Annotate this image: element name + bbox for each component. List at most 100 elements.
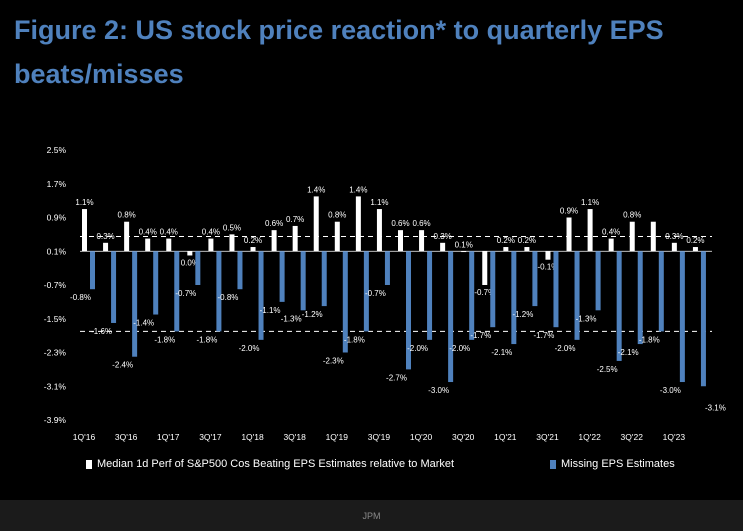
- source-label: JPM: [362, 510, 381, 521]
- beats-bar: [440, 242, 446, 252]
- misses-data-label: -2.1%: [618, 348, 639, 357]
- misses-bar: [258, 251, 264, 340]
- legend-swatch-misses: [550, 459, 556, 469]
- beats-bar: [229, 234, 235, 252]
- y-tick-label: -1.5%: [44, 314, 67, 324]
- misses-bar: [321, 251, 327, 307]
- x-tick-label: 3Q'21: [536, 432, 559, 442]
- misses-data-label: -1.3%: [576, 314, 597, 323]
- beats-data-label: 0.6%: [412, 219, 430, 228]
- beats-bar: [376, 209, 382, 252]
- x-tick-label: 1Q'18: [241, 432, 264, 442]
- beats-data-label: 1.4%: [307, 185, 325, 194]
- misses-data-label: -3.0%: [428, 386, 449, 395]
- beats-data-label: 0.4%: [202, 228, 220, 237]
- misses-bar: [279, 251, 285, 302]
- beats-bar: [629, 221, 635, 252]
- misses-bar: [153, 251, 159, 315]
- bar-chart: 2.5% 1.7% 0.9% 0.1% -0.7% -1.5% -2.3% -3.1% -3.9…: [44, 145, 726, 442]
- x-tick-label: 3Q'18: [283, 432, 306, 442]
- misses-data-label: -1.2%: [512, 310, 533, 319]
- legend-label-misses: Missing EPS Estimates: [561, 458, 675, 470]
- misses-data-label: -1.2%: [302, 310, 323, 319]
- beats-data-label: 0.3%: [96, 232, 114, 241]
- beats-bar: [166, 238, 172, 252]
- misses-bar: [363, 251, 369, 332]
- misses-bar: [90, 251, 95, 290]
- y-tick-label: 1.7%: [47, 179, 67, 189]
- beats-data-label: 0.2%: [497, 236, 515, 245]
- misses-data-label: -2.1%: [491, 348, 512, 357]
- misses-data-label: -0.8%: [218, 293, 239, 302]
- misses-bar: [111, 251, 117, 323]
- beats-data-label: 0.8%: [623, 211, 641, 220]
- x-tick-label: 1Q'21: [494, 432, 517, 442]
- misses-bar: [490, 251, 496, 328]
- beats-bar: [650, 221, 656, 252]
- misses-data-label: -2.0%: [555, 344, 576, 353]
- beats-bar: [419, 230, 425, 252]
- beats-data-label: 1.4%: [349, 185, 367, 194]
- beats-data-label: 0.4%: [602, 228, 620, 237]
- misses-data-label: -3.0%: [660, 386, 681, 395]
- beats-bar: [524, 247, 530, 252]
- misses-bar: [174, 251, 180, 332]
- beats-bar: [187, 251, 193, 256]
- beats-data-label: 0.1%: [455, 240, 473, 249]
- misses-data-label: -1.3%: [281, 314, 302, 323]
- misses-bar: [637, 251, 643, 345]
- misses-data-label: -1.8%: [196, 335, 217, 344]
- beats-bar: [82, 209, 87, 252]
- y-tick-label: 0.9%: [47, 213, 67, 223]
- beats-bar: [566, 217, 572, 252]
- beats-bar: [587, 209, 593, 252]
- beats-data-label: 1.1%: [581, 198, 599, 207]
- misses-data-label: -2.7%: [386, 373, 407, 382]
- misses-data-label: -2.5%: [597, 365, 618, 374]
- y-tick-label: -0.7%: [44, 280, 67, 290]
- beats-bar: [250, 247, 256, 252]
- misses-data-label: -2.0%: [407, 344, 428, 353]
- chart-legend: Median 1d Perf of S&P500 Cos Beating EPS…: [86, 458, 726, 474]
- legend-swatch-beats: [86, 459, 92, 469]
- beats-data-label: 0.6%: [265, 219, 283, 228]
- beats-bar: [355, 196, 361, 252]
- misses-bar: [237, 251, 243, 290]
- misses-data-label: -2.0%: [239, 344, 260, 353]
- x-tick-label: 1Q'16: [73, 432, 96, 442]
- beats-data-label: 0.7%: [286, 215, 304, 224]
- beats-data-label: 1.1%: [75, 198, 93, 207]
- x-tick-label: 3Q'17: [199, 432, 222, 442]
- beats-bar: [398, 230, 403, 252]
- beats-data-label: 0.2%: [244, 236, 262, 245]
- chart-title: Figure 2: US stock price reaction* to qu…: [14, 15, 664, 89]
- misses-data-label: -0.7%: [365, 289, 386, 298]
- beats-data-label: 0.6%: [391, 219, 409, 228]
- beats-data-label: 0.8%: [328, 211, 346, 220]
- misses-bar: [532, 251, 538, 307]
- misses-bar: [679, 251, 685, 383]
- misses-bar: [448, 251, 454, 383]
- x-tick-label: 3Q'20: [452, 432, 475, 442]
- misses-bar: [132, 251, 138, 357]
- misses-data-label: -1.8%: [154, 335, 175, 344]
- misses-bar: [469, 251, 475, 340]
- legend-item-beats: Median 1d Perf of S&P500 Cos Beating EPS…: [86, 458, 454, 470]
- beats-bar: [124, 221, 130, 252]
- y-tick-label: -3.9%: [44, 415, 67, 425]
- misses-bar: [300, 251, 306, 311]
- misses-bar: [216, 251, 222, 332]
- beats-data-label: -0.7%: [474, 288, 495, 297]
- x-tick-label: 1Q'22: [578, 432, 601, 442]
- beats-data-label: 0.4%: [139, 228, 157, 237]
- misses-data-label: -1.7%: [470, 331, 491, 340]
- misses-data-label: -1.8%: [639, 335, 660, 344]
- legend-label-beats: Median 1d Perf of S&P500 Cos Beating EPS…: [97, 458, 455, 470]
- misses-data-label: -1.1%: [260, 306, 281, 315]
- y-tick-label: -2.3%: [44, 348, 67, 358]
- x-tick-label: 3Q'22: [621, 432, 644, 442]
- beats-data-label: 1.1%: [370, 198, 388, 207]
- misses-bar: [574, 251, 580, 340]
- misses-bar: [406, 251, 411, 370]
- misses-data-label: -1.6%: [91, 327, 112, 336]
